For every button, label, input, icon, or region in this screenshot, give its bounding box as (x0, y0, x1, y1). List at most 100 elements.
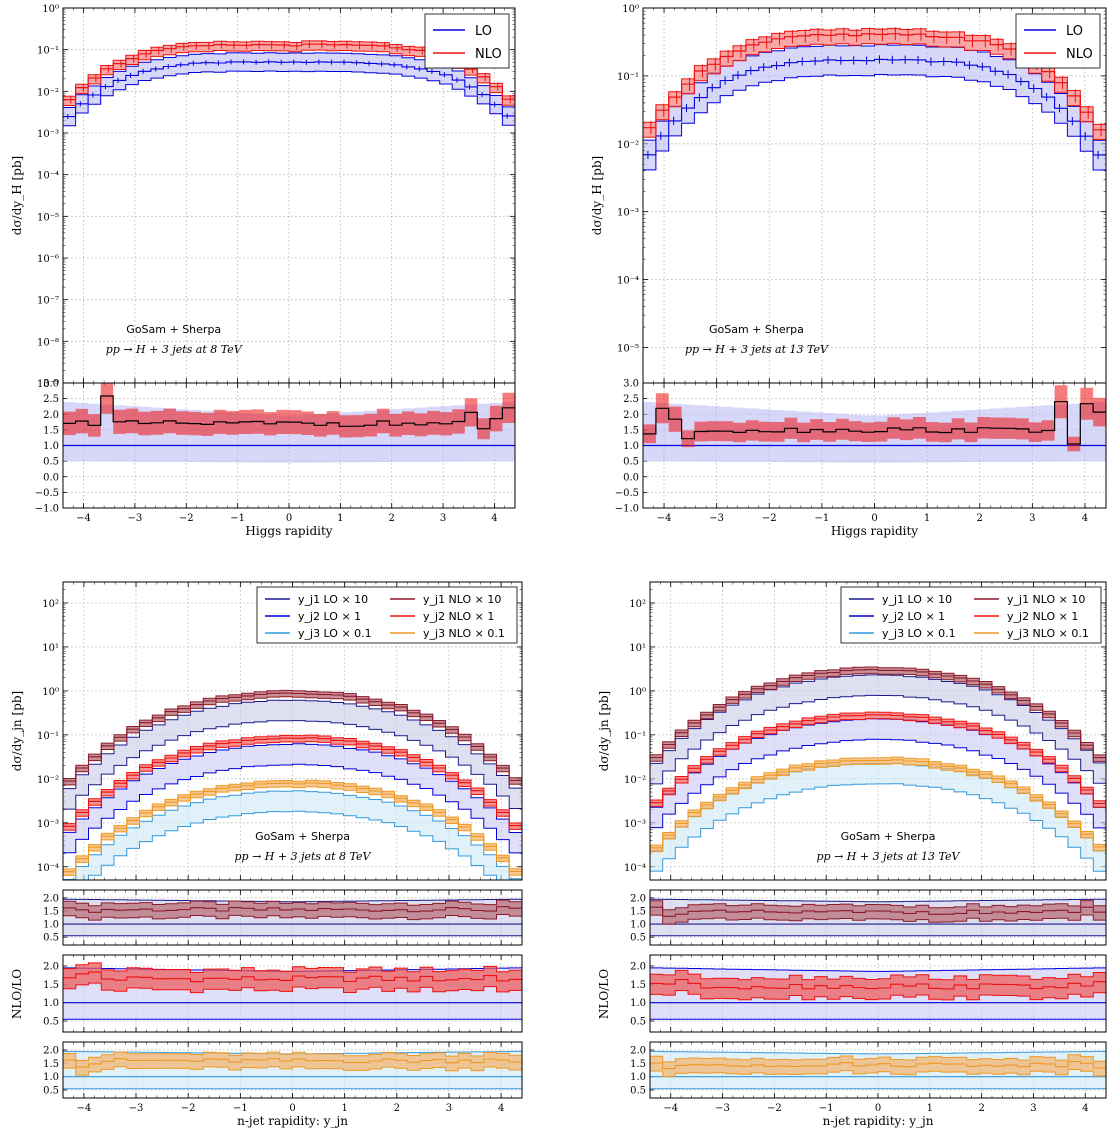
legend-label: y_j3 NLO × 0.1 (1007, 627, 1089, 640)
ratio-y-tick-label: 0.5 (43, 1086, 59, 1097)
legend-label: y_j2 LO × 1 (882, 610, 945, 623)
nlo-line (63, 782, 522, 873)
panel-bottom-right: 10⁻⁴ 10⁻³ 10⁻² 10⁻¹ 10⁰ 10¹ 10² y_j1 LO × 10 y_j… (597, 581, 1107, 1128)
ratio-y-tick-label: 1.5 (43, 906, 59, 917)
x-tick-label: 0 (286, 513, 292, 524)
legend-box (840, 586, 1102, 644)
nlo-band-upper (63, 689, 522, 779)
lo-band-lower (650, 783, 1106, 872)
y-tick-label: 10⁻¹ (37, 731, 59, 742)
ratio-y-tick-label: 0.5 (630, 1086, 646, 1097)
x-tick-label: −3 (128, 513, 143, 524)
ratio-y-tick-label: 1.0 (43, 998, 59, 1009)
lo-band-lower (63, 70, 515, 127)
ratio-y-tick-label: 1.0 (623, 441, 639, 452)
ratio-frame (649, 1041, 1107, 1099)
ratio-nlo-lower (650, 1069, 1106, 1078)
ratio-nlo-lower (63, 914, 522, 921)
y-tick-label: 10⁻¹ (624, 731, 646, 742)
ratio-y-tick-label: 3.0 (623, 379, 639, 390)
nlo-line (650, 759, 1106, 849)
legend-label: y_j1 NLO × 10 (423, 593, 501, 606)
ratio-nlo-band (643, 385, 1106, 452)
legend-label: y_j1 NLO × 10 (1007, 593, 1085, 606)
y-tick-label: 10⁻⁵ (37, 212, 59, 223)
y-tick-label: 10⁻⁴ (37, 171, 59, 182)
annotation-generator: GoSam + Sherpa (709, 323, 804, 336)
ratio-nlo-line (63, 971, 522, 983)
lo-band-lower (63, 763, 522, 854)
x-tick-label: −3 (129, 1103, 144, 1114)
y-tick-label: 10⁻³ (617, 208, 639, 219)
ratio-y-tick-label: 2.0 (630, 962, 646, 973)
annotation-process: pp → H + 3 jets at 13 TeV (685, 343, 829, 356)
ratio-y-tick-label: 2.0 (630, 1046, 646, 1057)
ratio-y-axis-label: NLO/LO (10, 969, 24, 1019)
y-tick-label: 10⁻⁴ (617, 276, 639, 287)
ratio-lo-upper (650, 967, 1106, 972)
ratio-y-tick-label: −0.5 (35, 488, 59, 499)
lo-band (63, 790, 522, 880)
lo-band-lower (88, 810, 497, 880)
ratio-panel-2: 0.5 1.0 1.5 2.0 (630, 954, 1107, 1033)
y-axis-label: dσ/dy_jn [pb] (10, 691, 24, 771)
ratio-nlo-lower (63, 982, 522, 994)
y-tick-label: 10² (629, 599, 646, 610)
x-tick-label: 4 (498, 1103, 504, 1114)
x-tick-label: 3 (446, 1103, 452, 1114)
ratio-lo-upper (63, 898, 522, 903)
ratio-panel: −4 −3 −2 −1 0 1 2 3 4 −1.0 −0.5 0.0 0.5 1.0 1.5 2.0 2.5 3… (615, 379, 1107, 538)
x-tick-label: 2 (394, 1103, 400, 1114)
x-tick-label: 3 (1029, 513, 1035, 524)
legend-nlo-label: NLO (475, 47, 502, 62)
data-layer (63, 40, 515, 127)
lo-band-lower (650, 738, 1106, 829)
x-tick-label: −1 (819, 1103, 834, 1114)
ratio-nlo-line (650, 906, 1106, 917)
legend-label: y_j2 NLO × 1 (1007, 610, 1078, 623)
y-tick-label: 10⁻⁶ (37, 254, 59, 265)
ratio-y-axis-label: NLO/LO (597, 969, 611, 1019)
lo-band-lower (643, 74, 1106, 171)
y-tick-label: 10⁻³ (37, 129, 59, 140)
panel-top-left: 10⁻⁹ 10⁻⁸ 10⁻⁷ 10⁻⁶ 10⁻⁵ 10⁻⁴ 10⁻³ 10⁻² 10⁻¹ 10⁰ L… (10, 4, 516, 538)
y-tick-label: 10⁻¹ (617, 72, 639, 83)
y-tick-label: 10⁻³ (624, 819, 646, 830)
ratio-frame (62, 889, 523, 946)
ratio-y-tick-label: 2.0 (630, 893, 646, 904)
ratio-frame (62, 382, 516, 509)
x-tick-label: −4 (76, 513, 91, 524)
ratio-y-tick-label: 0.5 (43, 1017, 59, 1028)
lo-band-lower (650, 694, 1106, 785)
x-tick-label: −2 (181, 1103, 196, 1114)
y-tick-label: 10⁻⁵ (617, 343, 639, 354)
x-axis-label: n-jet rapidity: y_jn (823, 1114, 934, 1128)
ratio-nlo-upper (63, 1051, 522, 1061)
y-tick-label: 10⁻³ (37, 819, 59, 830)
x-tick-label: 2 (978, 1103, 984, 1114)
legend-label: y_j2 NLO × 1 (423, 610, 494, 623)
x-tick-label: 4 (1082, 513, 1088, 524)
y-tick-label: 10⁰ (622, 4, 639, 15)
ratio-y-tick-label: 3.0 (43, 379, 59, 390)
ratio-panel-3: −4 −3 −2 −1 0 1 2 3 4 0.5 1.0 1.5 2.0 (43, 1041, 523, 1114)
x-tick-label: 1 (927, 1103, 933, 1114)
y-tick-label: 10¹ (629, 643, 646, 654)
x-tick-label: −1 (815, 513, 830, 524)
ratio-lo-upper (650, 898, 1106, 903)
ratio-y-tick-label: 1.0 (630, 998, 646, 1009)
x-tick-label: −2 (179, 513, 194, 524)
y-axis-label: dσ/dy_H [pb] (10, 156, 24, 235)
x-tick-label: 1 (341, 1103, 347, 1114)
main-frame (649, 581, 1107, 881)
lo-band (643, 44, 1106, 170)
lo-line (63, 61, 515, 118)
ratio-y-tick-label: 1.5 (630, 906, 646, 917)
x-tick-label: −2 (767, 1103, 782, 1114)
nlo-line (63, 737, 522, 827)
legend-box (1015, 13, 1101, 69)
ratio-data (650, 1050, 1106, 1090)
ratio-panel-1: 0.5 1.0 1.5 2.0 (43, 889, 523, 946)
y-tick-label: 10² (42, 599, 59, 610)
x-tick-label: 4 (491, 513, 497, 524)
